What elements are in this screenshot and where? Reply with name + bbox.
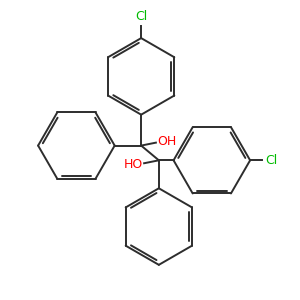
- Text: HO: HO: [123, 158, 142, 171]
- Text: Cl: Cl: [265, 154, 277, 167]
- Text: OH: OH: [158, 135, 177, 148]
- Text: Cl: Cl: [135, 11, 147, 23]
